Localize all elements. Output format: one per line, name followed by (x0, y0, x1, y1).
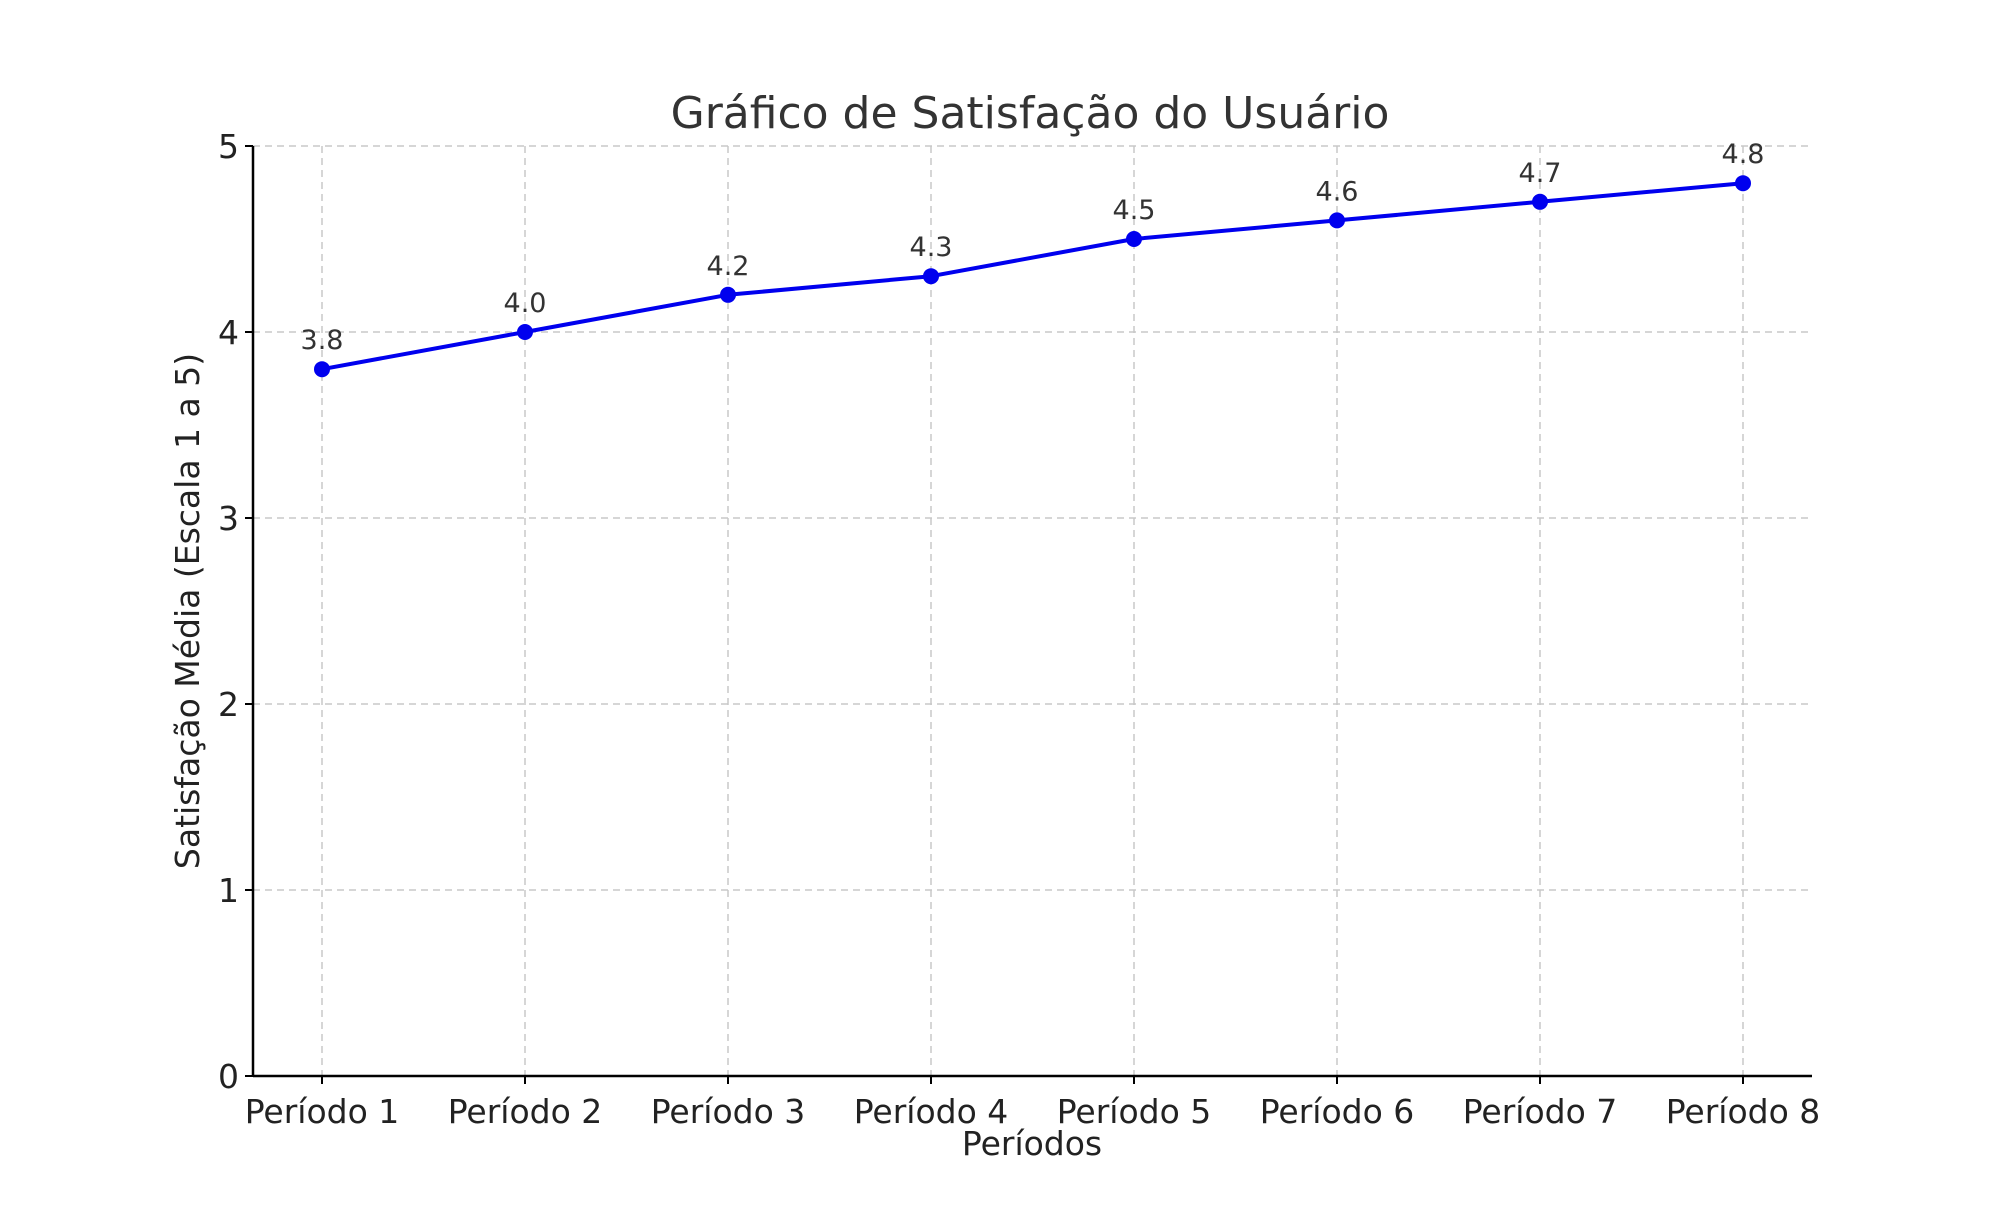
y-tick-label: 5 (218, 127, 239, 166)
data-point (923, 268, 939, 285)
data-point (314, 361, 330, 378)
data-label: 4.5 (1113, 195, 1156, 226)
data-point (517, 324, 533, 340)
y-ticks: 0 1 2 3 4 5 (218, 127, 253, 1096)
x-tick-label: Período 2 (448, 1092, 603, 1131)
data-point (1735, 175, 1751, 192)
y-tick-label: 4 (218, 313, 239, 352)
data-label: 4.8 (1722, 139, 1765, 170)
data-labels: 3.8 4.0 4.2 4.3 4.5 4.6 4.7 4.8 (301, 139, 1765, 356)
y-tick-label: 0 (218, 1057, 239, 1096)
y-tick-label: 2 (218, 685, 239, 724)
data-label: 4.7 (1519, 158, 1562, 189)
data-label: 3.8 (301, 325, 344, 356)
chart-title: Gráfico de Satisfação do Usuário (671, 88, 1390, 139)
x-tick-label: Período 5 (1057, 1092, 1212, 1131)
y-axis-label: Satisfação Média (Escala 1 a 5) (168, 353, 207, 869)
data-label: 4.3 (910, 232, 953, 263)
x-tick-label: Período 1 (245, 1092, 400, 1131)
grid (253, 145, 1812, 1076)
x-tick-label: Período 4 (854, 1092, 1009, 1131)
y-tick-label: 1 (218, 871, 239, 910)
data-label: 4.0 (504, 288, 547, 319)
axes (251, 146, 1812, 1078)
data-label: 4.2 (707, 251, 750, 282)
data-point (1532, 193, 1548, 210)
y-tick-label: 3 (218, 499, 239, 538)
series (314, 175, 1751, 378)
x-tick-label: Período 3 (651, 1092, 806, 1131)
series-line (321, 181, 1744, 372)
x-tick-label: Período 8 (1666, 1092, 1821, 1131)
data-label: 4.6 (1316, 176, 1359, 207)
x-axis-label: Períodos (962, 1124, 1102, 1163)
x-tick-label: Período 6 (1260, 1092, 1415, 1131)
data-point (720, 286, 736, 303)
data-point (1329, 212, 1345, 229)
data-point (1126, 231, 1142, 247)
x-tick-label: Período 7 (1463, 1092, 1618, 1131)
x-ticks: Período 1 Período 2 Período 3 Período 4 Perí… (245, 1076, 1821, 1131)
